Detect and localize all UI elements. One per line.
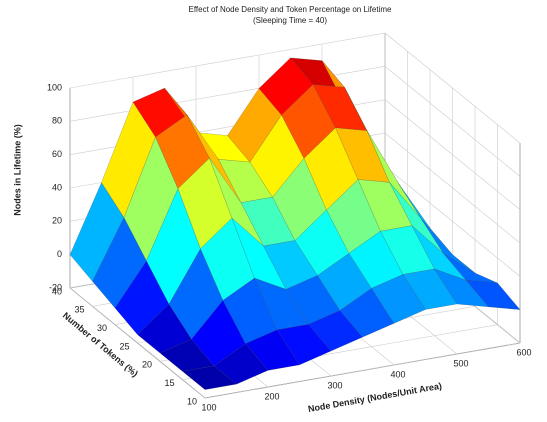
y-tick-label: 20 (142, 360, 152, 370)
x-tick-label: 200 (264, 391, 279, 401)
x-tick-label: 100 (201, 402, 216, 412)
chart-title: Effect of Node Density and Token Percent… (189, 5, 392, 14)
x-tick-label: 400 (390, 369, 405, 379)
x-tick-label: 500 (453, 358, 468, 368)
grid-line (204, 342, 521, 399)
y-tick-label: 40 (52, 286, 62, 296)
z-tick-label: 40 (52, 182, 62, 192)
z-tick-label: -20 (49, 282, 62, 292)
grid-line (69, 32, 386, 89)
z-tick-label: 100 (47, 82, 62, 92)
y-tick-label: 10 (187, 396, 197, 406)
x-tick-label: 300 (327, 380, 342, 390)
chart-subtitle: (Sleeping Time = 40) (253, 16, 327, 25)
x-tick-label: 600 (516, 347, 531, 357)
z-tick-label: 60 (52, 149, 62, 159)
y-tick-label: 15 (164, 378, 174, 388)
y-tick-label: 35 (74, 305, 84, 315)
z-tick-label: 0 (57, 249, 62, 259)
y-tick-label: 30 (97, 323, 107, 333)
y-tick-label: 25 (119, 341, 129, 351)
surface-patch (465, 279, 521, 310)
z-axis-label: Nodes in Lifetime (%) (12, 124, 22, 216)
z-tick-label: 80 (52, 116, 62, 126)
z-tick-label: 20 (52, 216, 62, 226)
